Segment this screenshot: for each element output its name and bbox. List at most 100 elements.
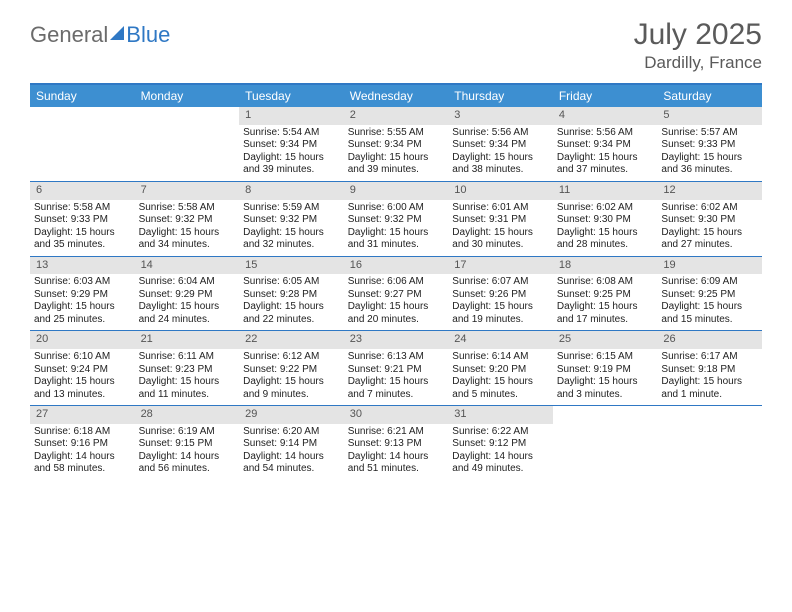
sunset-text: Sunset: 9:26 PM — [452, 289, 549, 302]
day-number: 5 — [657, 107, 762, 125]
day-number: 11 — [553, 182, 658, 200]
day-cell: 20Sunrise: 6:10 AMSunset: 9:24 PMDayligh… — [30, 331, 135, 405]
day-cell: . — [657, 406, 762, 480]
dayhead-tue: Tuesday — [239, 85, 344, 107]
dayhead-sun: Sunday — [30, 85, 135, 107]
day-number: 9 — [344, 182, 449, 200]
location: Dardilly, France — [634, 53, 762, 73]
day-cell: 5Sunrise: 5:57 AMSunset: 9:33 PMDaylight… — [657, 107, 762, 181]
day-number: 27 — [30, 406, 135, 424]
week-row: 13Sunrise: 6:03 AMSunset: 9:29 PMDayligh… — [30, 256, 762, 331]
daylight-text: Daylight: 15 hours and 39 minutes. — [348, 152, 445, 177]
sunrise-text: Sunrise: 6:08 AM — [557, 276, 654, 289]
day-number: 24 — [448, 331, 553, 349]
day-cell: 8Sunrise: 5:59 AMSunset: 9:32 PMDaylight… — [239, 182, 344, 256]
week-row: 20Sunrise: 6:10 AMSunset: 9:24 PMDayligh… — [30, 330, 762, 405]
week-row: ..1Sunrise: 5:54 AMSunset: 9:34 PMDaylig… — [30, 107, 762, 181]
day-number: 30 — [344, 406, 449, 424]
daylight-text: Daylight: 15 hours and 5 minutes. — [452, 376, 549, 401]
sunrise-text: Sunrise: 5:58 AM — [34, 202, 131, 215]
daylight-text: Daylight: 15 hours and 13 minutes. — [34, 376, 131, 401]
week-row: 27 Sunrise: 6:18 AMSunset: 9:16 PM Dayligh… — [30, 405, 762, 480]
sunrise-text: Sunrise: 5:58 AM — [139, 202, 236, 215]
day-cell: 9Sunrise: 6:00 AMSunset: 9:32 PMDaylight… — [344, 182, 449, 256]
day-number: 14 — [135, 257, 240, 275]
day-number: 22 — [239, 331, 344, 349]
day-cell: 3Sunrise: 5:56 AMSunset: 9:34 PMDaylight… — [448, 107, 553, 181]
dayhead-wed: Wednesday — [344, 85, 449, 107]
day-cell: 6Sunrise: 5:58 AMSunset: 9:33 PMDaylight… — [30, 182, 135, 256]
day-number: 23 — [344, 331, 449, 349]
sunset-text: Sunset: 9:34 PM — [243, 139, 340, 152]
day-number: 29 — [239, 406, 344, 424]
sunset-text: Sunset: 9:15 PM — [139, 438, 236, 451]
day-cell: 28Sunrise: 6:19 AMSunset: 9:15 PMDayligh… — [135, 406, 240, 480]
daylight-text: Daylight: 15 hours and 36 minutes. — [661, 152, 758, 177]
day-cell: 15Sunrise: 6:05 AMSunset: 9:28 PMDayligh… — [239, 257, 344, 331]
day-cell: 2Sunrise: 5:55 AMSunset: 9:34 PMDaylight… — [344, 107, 449, 181]
sunset-text: Sunset: 9:13 PM — [348, 438, 445, 451]
day-cell: 23Sunrise: 6:13 AMSunset: 9:21 PMDayligh… — [344, 331, 449, 405]
day-number: 8 — [239, 182, 344, 200]
day-number: 1 — [239, 107, 344, 125]
day-cell: 25Sunrise: 6:15 AMSunset: 9:19 PMDayligh… — [553, 331, 658, 405]
sunset-text: Sunset: 9:29 PM — [139, 289, 236, 302]
day-cell: 17Sunrise: 6:07 AMSunset: 9:26 PMDayligh… — [448, 257, 553, 331]
day-cell: 22Sunrise: 6:12 AMSunset: 9:22 PMDayligh… — [239, 331, 344, 405]
day-number: 2 — [344, 107, 449, 125]
sunset-text: Sunset: 9:21 PM — [348, 364, 445, 377]
daylight-text: Daylight: 15 hours and 9 minutes. — [243, 376, 340, 401]
sunset-text: Sunset: 9:16 PM — [34, 438, 131, 451]
sunset-text: Sunset: 9:24 PM — [34, 364, 131, 377]
day-cell: 7Sunrise: 5:58 AMSunset: 9:32 PMDaylight… — [135, 182, 240, 256]
sunrise-text: Sunrise: 6:18 AM — [34, 426, 131, 439]
day-number: 13 — [30, 257, 135, 275]
daylight-text: Daylight: 15 hours and 11 minutes. — [139, 376, 236, 401]
sunset-text: Sunset: 9:27 PM — [348, 289, 445, 302]
sunset-text: Sunset: 9:23 PM — [139, 364, 236, 377]
day-number: 31 — [448, 406, 553, 424]
day-number: 15 — [239, 257, 344, 275]
sunset-text: Sunset: 9:19 PM — [557, 364, 654, 377]
day-cell: 29Sunrise: 6:20 AMSunset: 9:14 PMDayligh… — [239, 406, 344, 480]
sunrise-text: Sunrise: 6:00 AM — [348, 202, 445, 215]
day-number: 16 — [344, 257, 449, 275]
day-cell: 30Sunrise: 6:21 AMSunset: 9:13 PMDayligh… — [344, 406, 449, 480]
sunrise-text: Sunrise: 6:07 AM — [452, 276, 549, 289]
daylight-text: Daylight: 15 hours and 30 minutes. — [452, 227, 549, 252]
day-cell: . — [135, 107, 240, 181]
sunrise-text: Sunrise: 6:09 AM — [661, 276, 758, 289]
day-cell: 4Sunrise: 5:56 AMSunset: 9:34 PMDaylight… — [553, 107, 658, 181]
month-title: July 2025 — [634, 18, 762, 51]
daylight-text: Daylight: 15 hours and 19 minutes. — [452, 301, 549, 326]
sunset-text: Sunset: 9:34 PM — [348, 139, 445, 152]
sunset-text: Sunset: 9:12 PM — [452, 438, 549, 451]
day-number: 4 — [553, 107, 658, 125]
sunset-text: Sunset: 9:14 PM — [243, 438, 340, 451]
day-cell: 21Sunrise: 6:11 AMSunset: 9:23 PMDayligh… — [135, 331, 240, 405]
sunrise-text: Sunrise: 6:20 AM — [243, 426, 340, 439]
daylight-text: Daylight: 15 hours and 3 minutes. — [557, 376, 654, 401]
daylight-text: Daylight: 15 hours and 25 minutes. — [34, 301, 131, 326]
day-number: 25 — [553, 331, 658, 349]
daylight-text: Daylight: 15 hours and 24 minutes. — [139, 301, 236, 326]
sunset-text: Sunset: 9:25 PM — [557, 289, 654, 302]
daylight-text: Daylight: 14 hours and 51 minutes. — [348, 451, 445, 476]
sunset-text: Sunset: 9:30 PM — [557, 214, 654, 227]
daylight-text: Daylight: 15 hours and 39 minutes. — [243, 152, 340, 177]
daylight-text: Daylight: 15 hours and 31 minutes. — [348, 227, 445, 252]
sunrise-text: Sunrise: 6:02 AM — [661, 202, 758, 215]
sunrise-text: Sunrise: 6:13 AM — [348, 351, 445, 364]
day-cell: 16Sunrise: 6:06 AMSunset: 9:27 PMDayligh… — [344, 257, 449, 331]
weeks-container: ..1Sunrise: 5:54 AMSunset: 9:34 PMDaylig… — [30, 107, 762, 480]
day-cell: 18Sunrise: 6:08 AMSunset: 9:25 PMDayligh… — [553, 257, 658, 331]
day-number: 6 — [30, 182, 135, 200]
day-number: 17 — [448, 257, 553, 275]
sunset-text: Sunset: 9:18 PM — [661, 364, 758, 377]
day-cell: 10Sunrise: 6:01 AMSunset: 9:31 PMDayligh… — [448, 182, 553, 256]
daylight-text: Daylight: 15 hours and 38 minutes. — [452, 152, 549, 177]
logo-triangle-icon — [110, 26, 124, 40]
sunrise-text: Sunrise: 6:04 AM — [139, 276, 236, 289]
daylight-text: Daylight: 15 hours and 27 minutes. — [661, 227, 758, 252]
day-cell: 26Sunrise: 6:17 AMSunset: 9:18 PMDayligh… — [657, 331, 762, 405]
